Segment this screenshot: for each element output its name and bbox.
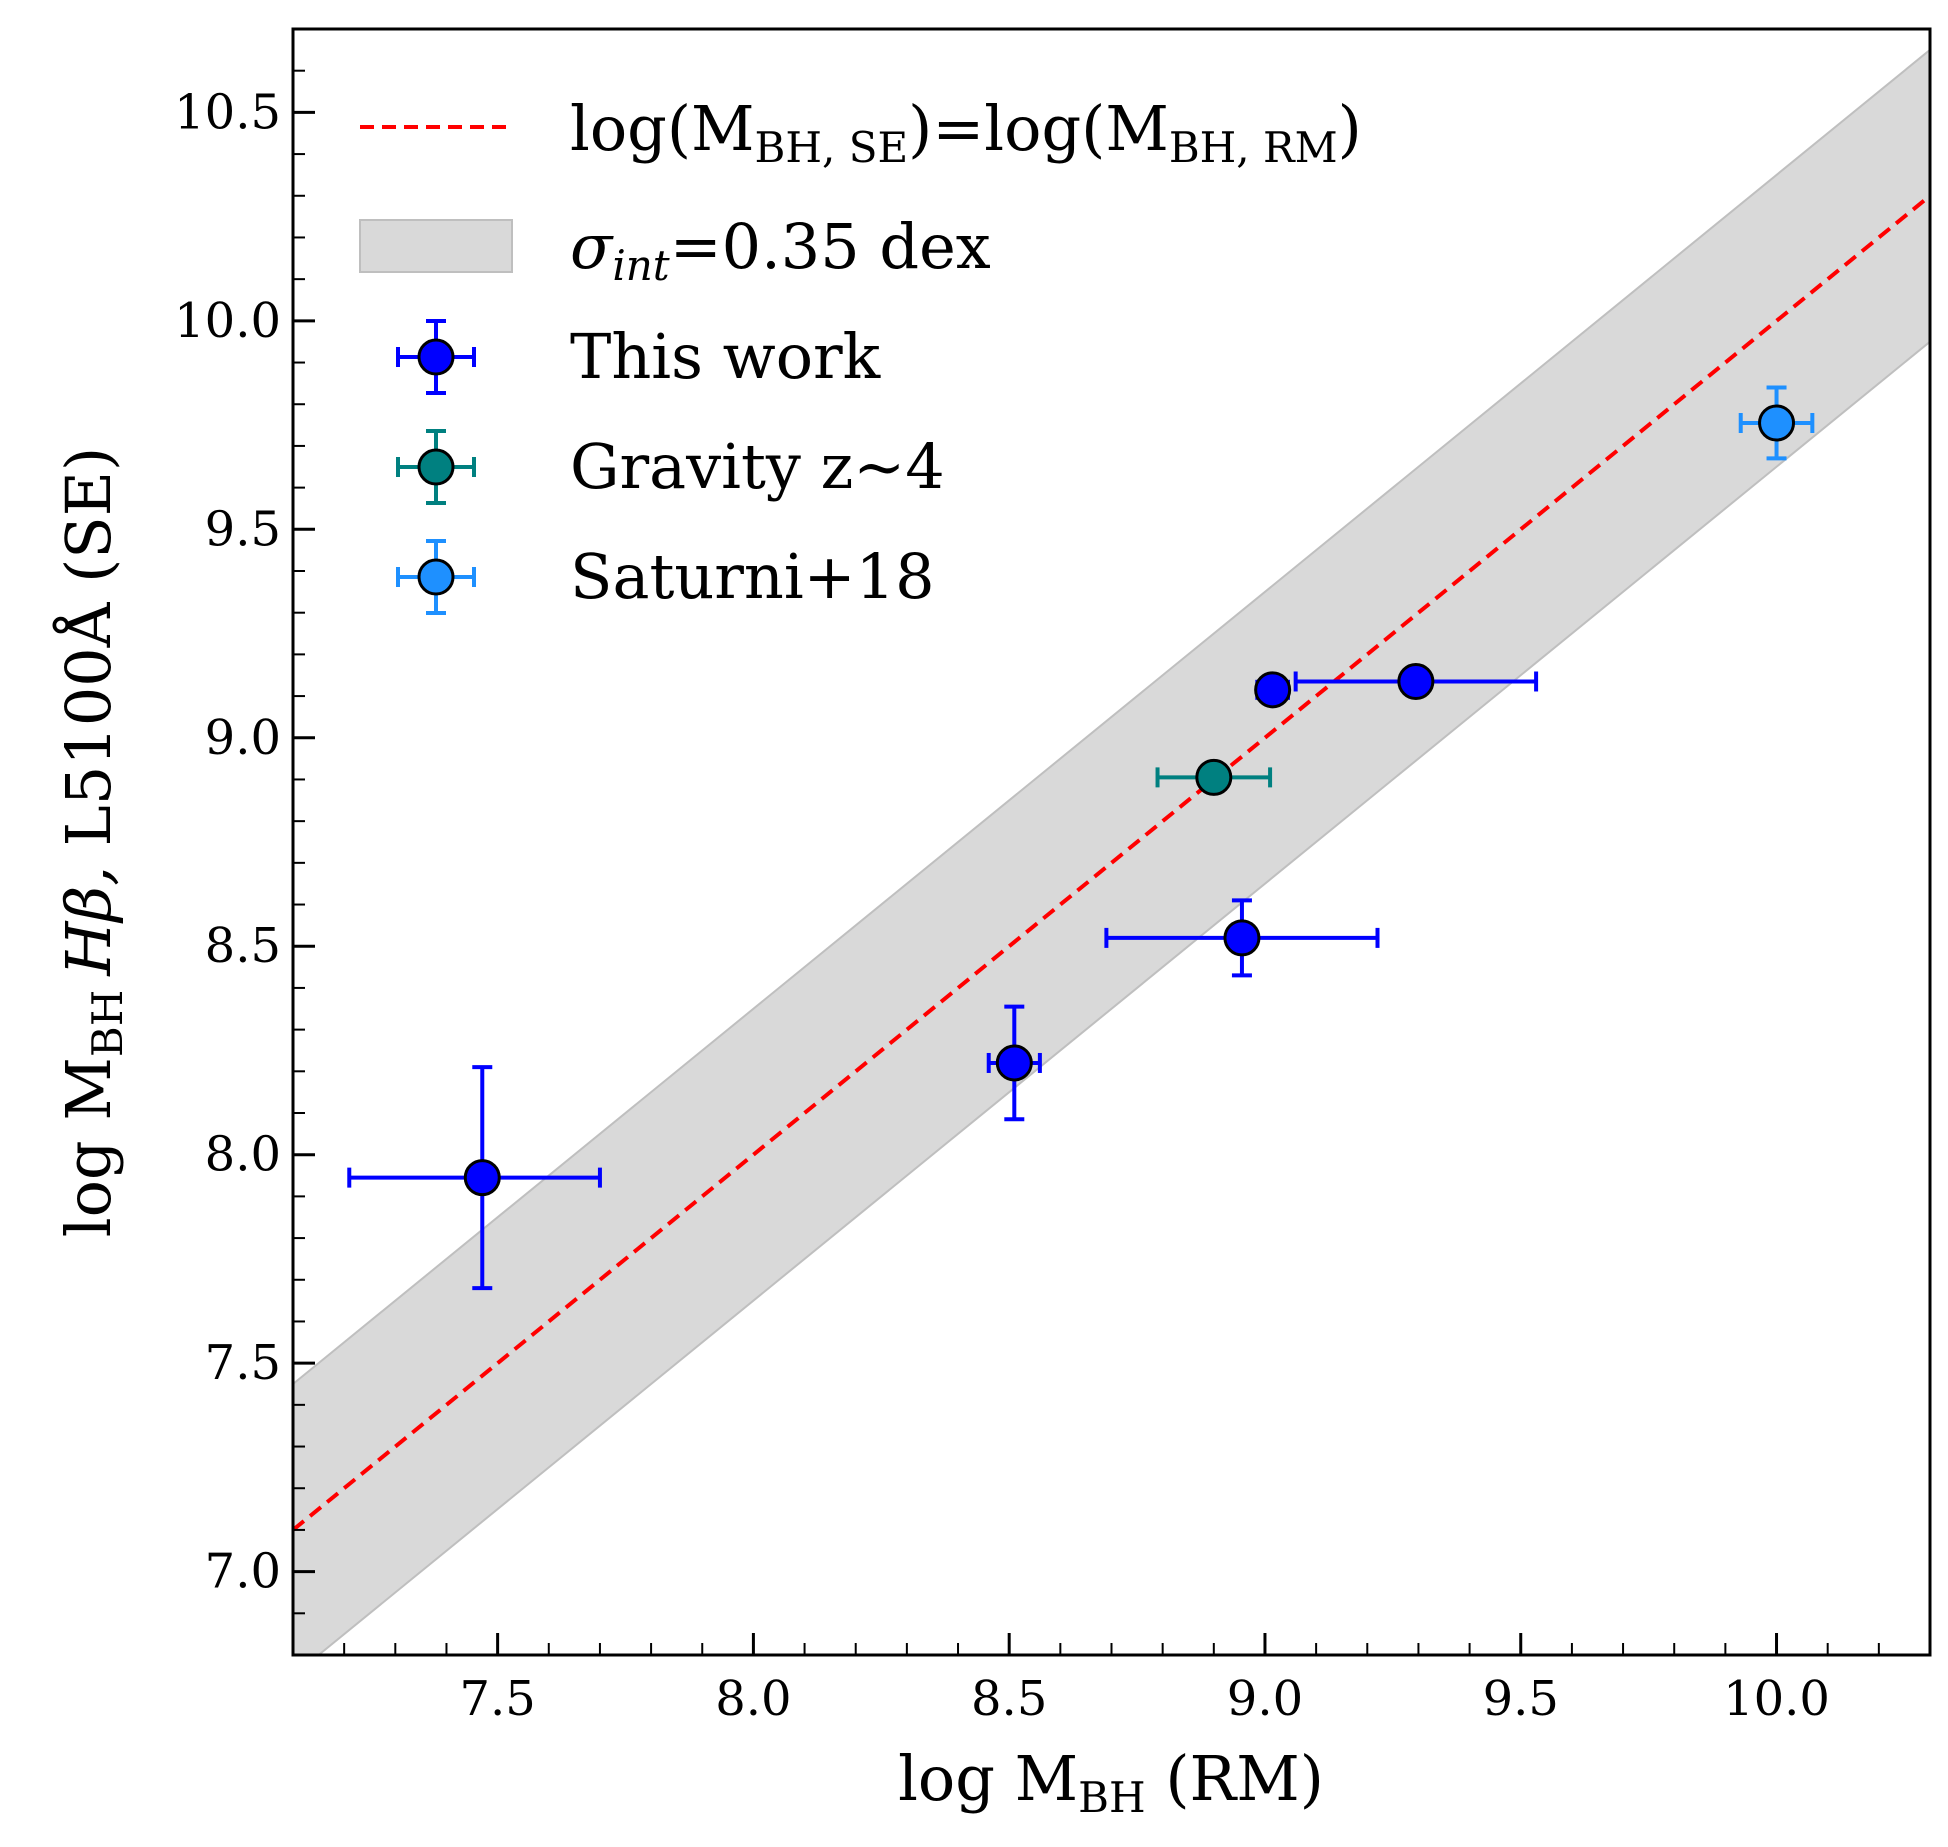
legend: log(MBH, SE)=log(MBH, RM) σint=0.35 dex … [359,92,1362,615]
y-tick-label: 10.5 [174,84,281,140]
legend-markers [396,319,476,615]
data-point [1758,404,1796,442]
y-tick-label: 8.0 [205,1127,281,1183]
legend-label-one-to-one: log(MBH, SE)=log(MBH, RM) [570,92,1362,172]
data-point [1195,758,1233,796]
series-0 [347,662,1539,1291]
legend-label-saturni: Saturni+18 [570,540,935,613]
x-axis-title-sub: BH [1078,1773,1146,1822]
legend-band-swatch [359,219,513,273]
legend-marker-point [417,338,455,376]
data-point [1223,919,1261,957]
plot-frame [291,27,1932,1657]
ticks-layer: 7.5 8.0 8.5 9.0 9.5 10.0 7.0 7.5 8.0 8.5 9.0 9.5 10.… [174,28,1931,1727]
y-tick-label: 7.0 [205,1544,281,1600]
legend-one-to-one-b: )=log(M [908,92,1169,165]
sigma-band [293,48,1930,1655]
data-point [463,1159,501,1197]
y-axis-title-suffix: L5100Å (SE) [52,447,125,866]
x-tick-label: 8.0 [715,1671,791,1727]
x-tick-label: 9.5 [1483,1671,1559,1727]
data-point [1397,662,1435,700]
legend-marker-point [417,448,455,486]
y-axis-title-italic: Hβ, [52,866,125,977]
legend-one-to-one-sub2: BH, RM [1169,123,1338,172]
legend-label-this-work: This work [570,320,881,393]
y-axis-title-prefix: log M [52,1057,125,1237]
legend-one-to-one-a: log(M [570,92,755,165]
series-1 [1155,758,1273,796]
legend-marker-point [417,558,455,596]
legend-one-to-one-sub1: BH, SE [755,123,909,172]
legend-item-one-to-one: log(MBH, SE)=log(MBH, RM) [360,92,1362,172]
x-tick-label: 7.5 [459,1671,535,1727]
x-axis-title-suffix: (RM) [1146,1742,1324,1815]
legend-label-gravity: Gravity z~4 [570,430,945,503]
y-tick-label: 9.5 [205,501,281,557]
legend-item-band: σint=0.35 dex [359,210,991,290]
y-tick-label: 10.0 [174,293,281,349]
data-point [995,1044,1033,1082]
y-axis-title-sub: BH [83,990,132,1058]
y-tick-label: 9.0 [205,710,281,766]
series-2 [1738,385,1815,461]
y-axis-title: log MBH Hβ, L5100Å (SE) [52,447,132,1237]
series-layer [347,385,1815,1291]
y-tick-label: 8.5 [205,918,281,974]
y-tick-label: 7.5 [205,1335,281,1391]
legend-label-band: σint=0.35 dex [570,210,991,290]
legend-band-sym: σ [570,210,614,283]
x-axis-title-prefix: log M [898,1742,1078,1815]
legend-band-rest: =0.35 dex [670,210,991,283]
x-tick-label: 9.0 [1227,1671,1303,1727]
legend-one-to-one-c: ) [1338,92,1362,165]
x-axis-title: log MBH (RM) [898,1742,1324,1822]
legend-band-sub: int [612,241,669,290]
x-tick-label: 8.5 [971,1671,1047,1727]
x-tick-label: 10.0 [1723,1671,1830,1727]
data-point [1254,671,1292,709]
